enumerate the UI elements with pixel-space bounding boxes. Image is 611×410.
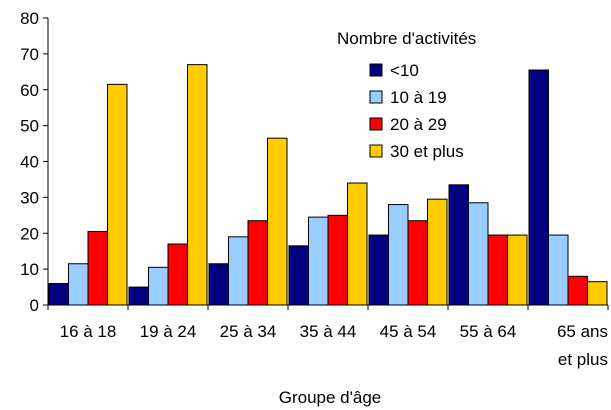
bars	[48, 64, 608, 306]
bar	[587, 281, 608, 306]
bar	[128, 286, 149, 306]
legend-label: 30 et plus	[390, 142, 464, 161]
y-tick-label: 0	[30, 296, 39, 315]
bar	[327, 214, 348, 306]
x-axis-tick-labels: 16 à 18 19 à 24 25 à 34 35 à 44 45 à 54 55 à …	[47, 305, 609, 369]
bar	[308, 216, 329, 306]
x-tick-label: 35 à 44	[300, 322, 357, 341]
bar	[388, 204, 409, 306]
legend: Nombre d'activités <10 10 à 19 20 à 29 30 e…	[337, 29, 476, 161]
bar	[407, 220, 428, 306]
bar	[528, 69, 549, 306]
bar	[427, 198, 448, 306]
bar	[567, 275, 588, 306]
x-axis-title: Groupe d'âge	[279, 388, 382, 407]
bar	[247, 220, 268, 306]
x-tick-label: 45 à 54	[380, 322, 437, 341]
bar	[507, 234, 528, 306]
bar	[468, 202, 489, 306]
y-tick-label: 40	[20, 153, 39, 172]
bar	[87, 230, 108, 306]
legend-label: 20 à 29	[390, 115, 447, 134]
x-tick-label: et plus	[558, 350, 608, 369]
bar	[448, 184, 469, 306]
y-tick-label: 80	[20, 9, 39, 28]
y-tick-label: 50	[20, 117, 39, 136]
bar	[187, 64, 208, 306]
legend-title: Nombre d'activités	[337, 29, 476, 48]
bar	[487, 234, 508, 306]
bar	[267, 137, 288, 306]
bar	[148, 266, 169, 306]
x-tick-label: 25 à 34	[220, 322, 277, 341]
legend-swatch	[369, 117, 383, 131]
y-tick-label: 30	[20, 188, 39, 207]
legend-swatch	[369, 63, 383, 77]
bar	[167, 243, 188, 306]
y-axis-ticks: 0 10 20 30 40 50 60 70 80	[20, 9, 48, 315]
legend-label: 10 à 19	[390, 88, 447, 107]
bar	[107, 83, 128, 306]
bar	[548, 234, 569, 306]
y-tick-label: 60	[20, 81, 39, 100]
bar	[368, 234, 389, 306]
bar	[48, 282, 69, 306]
bar	[347, 182, 368, 306]
bar	[68, 263, 89, 306]
y-tick-label: 10	[20, 260, 39, 279]
legend-swatch	[369, 90, 383, 104]
x-tick-label: 55 à 64	[460, 322, 517, 341]
x-tick-label: 16 à 18	[60, 322, 117, 341]
y-tick-label: 20	[20, 224, 39, 243]
legend-label: <10	[390, 61, 419, 80]
bar	[208, 263, 229, 306]
legend-swatch	[369, 144, 383, 158]
bar	[228, 236, 249, 306]
x-tick-label: 19 à 24	[140, 322, 197, 341]
bar	[288, 245, 309, 306]
x-tick-label: 65 ans	[557, 322, 608, 341]
y-tick-label: 70	[20, 45, 39, 64]
